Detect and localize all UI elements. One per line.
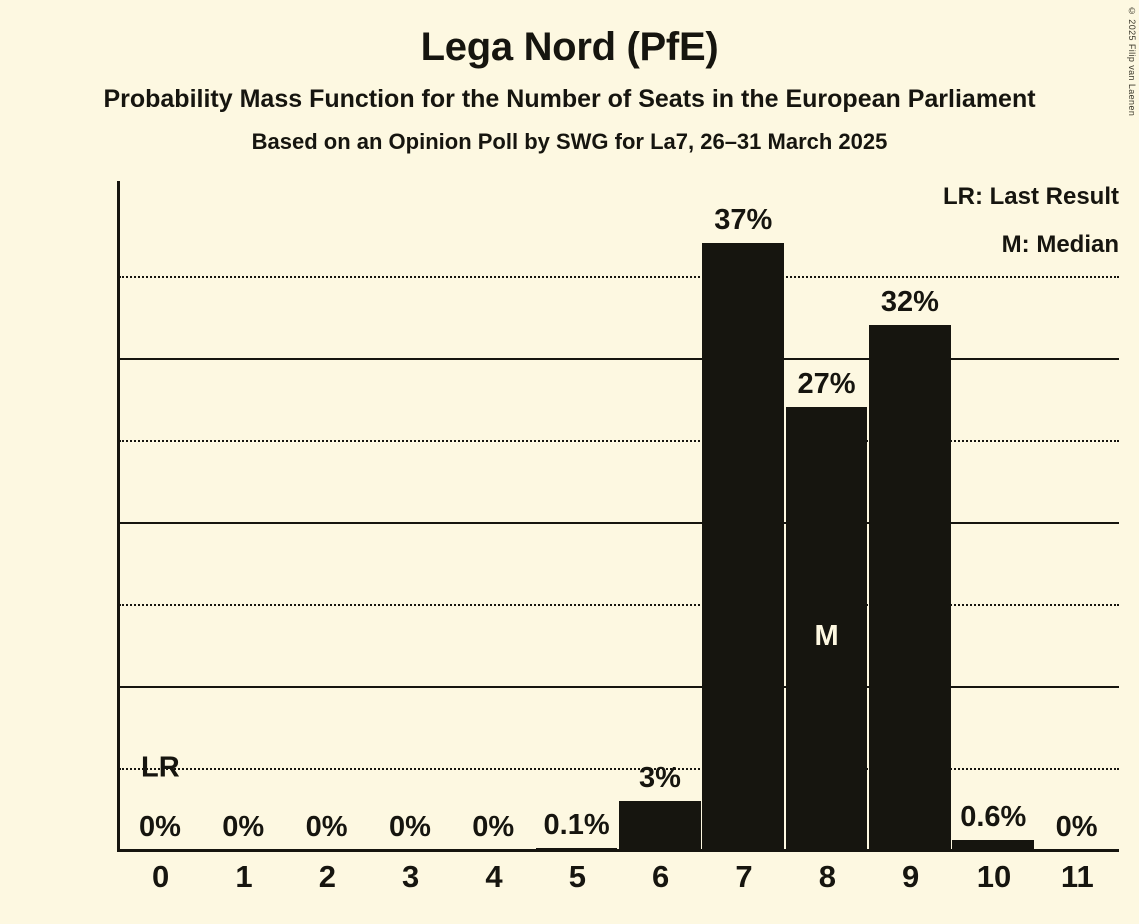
last-result-marker: LR bbox=[141, 751, 180, 784]
gridline-major bbox=[119, 686, 1119, 689]
bar bbox=[785, 407, 868, 850]
x-axis-tick-label: 11 bbox=[1060, 859, 1094, 894]
bar-value-label: 0% bbox=[305, 811, 348, 843]
x-axis-tick-label: 10 bbox=[976, 859, 1012, 894]
x-axis-tick-label: 6 bbox=[652, 859, 670, 894]
x-axis-line bbox=[117, 849, 1119, 852]
gridline-minor bbox=[119, 768, 1119, 770]
gridline-minor bbox=[119, 604, 1119, 607]
gridline-minor bbox=[119, 276, 1119, 279]
bar-value-label: 0% bbox=[1055, 811, 1098, 843]
x-axis-tick-label: 0 bbox=[152, 859, 170, 894]
y-axis-line bbox=[117, 181, 120, 851]
legend: LR: Last Result M: Median bbox=[943, 185, 1119, 257]
bar-value-label: 3% bbox=[638, 761, 681, 794]
chart-source-line: Based on an Opinion Poll by SWG for La7,… bbox=[251, 129, 888, 155]
title-block: Lega Nord (PfE) Probability Mass Functio… bbox=[0, 0, 1139, 156]
bar-value-label: 0% bbox=[472, 811, 515, 843]
gridline-major bbox=[119, 522, 1119, 525]
x-axis-tick-label: 8 bbox=[818, 859, 836, 894]
chart-subtitle: Probability Mass Function for the Number… bbox=[103, 85, 1036, 114]
x-axis-tick-label: 2 bbox=[318, 859, 336, 894]
bar-value-label: 27% bbox=[797, 368, 856, 401]
bar bbox=[869, 325, 951, 850]
median-marker: M bbox=[814, 620, 839, 652]
bar bbox=[952, 840, 1035, 850]
plot-area: 10%20%30% 0%0%0%0%0%0.1%3%37%27%M32%0.6%… bbox=[117, 181, 1119, 852]
legend-item-last-result: LR: Last Result bbox=[942, 183, 1119, 210]
x-axis-tick-label: 1 bbox=[235, 859, 253, 894]
bar-value-label: 0.1% bbox=[543, 809, 610, 842]
x-axis-tick-label: 5 bbox=[568, 859, 586, 894]
bar bbox=[702, 243, 785, 850]
x-axis-tick-label: 4 bbox=[485, 859, 503, 894]
x-axis-tick-label: 9 bbox=[902, 859, 920, 894]
x-axis-tick-label: 3 bbox=[402, 859, 420, 894]
bar bbox=[535, 848, 618, 850]
bar-value-label: 0.6% bbox=[960, 801, 1027, 834]
bar-value-label: 0% bbox=[138, 811, 181, 843]
bar-value-label: 32% bbox=[880, 286, 939, 319]
copyright-notice: © 2025 Filip van Laenen bbox=[1127, 6, 1137, 117]
gridline-major bbox=[119, 358, 1119, 361]
bar-value-label: 37% bbox=[714, 204, 773, 237]
bar bbox=[619, 800, 701, 850]
legend-item-median: M: Median bbox=[1001, 231, 1119, 258]
bar-value-label: 0% bbox=[388, 811, 431, 843]
page-title: Lega Nord (PfE) bbox=[420, 25, 719, 69]
gridline-minor bbox=[119, 440, 1119, 443]
bar-value-label: 0% bbox=[222, 811, 265, 843]
x-axis-tick-label: 7 bbox=[735, 859, 753, 894]
